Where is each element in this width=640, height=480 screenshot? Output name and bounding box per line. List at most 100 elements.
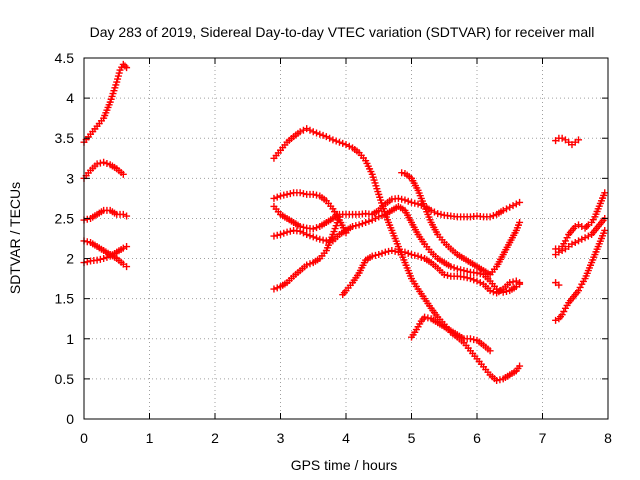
data-point <box>394 194 402 202</box>
data-point <box>401 248 409 256</box>
data-point <box>460 267 468 275</box>
data-point <box>316 130 324 138</box>
data-point <box>560 308 568 316</box>
data-point <box>516 198 524 206</box>
data-point <box>509 202 517 210</box>
data-point <box>303 125 311 133</box>
data-point <box>277 192 284 200</box>
data-point <box>444 271 452 279</box>
data-point <box>575 221 583 229</box>
data-point <box>378 249 386 257</box>
data-point <box>509 278 517 286</box>
data-point <box>273 231 281 239</box>
x-tick-label: 2 <box>211 430 219 446</box>
data-point <box>365 217 373 225</box>
data-point <box>83 215 91 223</box>
data-point <box>123 212 131 220</box>
data-point <box>270 232 278 240</box>
series-track-r <box>552 279 563 289</box>
data-point <box>434 210 442 218</box>
x-axis-label: GPS time / hours <box>291 457 398 473</box>
data-point <box>270 285 278 293</box>
series-track-d <box>80 237 131 271</box>
data-point <box>119 210 127 218</box>
data-point <box>100 158 108 166</box>
data-point <box>96 159 104 167</box>
series-track-q <box>552 226 609 324</box>
series-track-e <box>80 243 131 267</box>
data-point <box>496 376 504 384</box>
data-point <box>558 247 566 255</box>
data-point <box>339 139 347 147</box>
data-point <box>303 230 311 238</box>
data-point <box>371 214 379 222</box>
data-point <box>408 251 415 259</box>
x-tick-label: 8 <box>604 430 612 446</box>
data-point <box>123 263 131 271</box>
data-point <box>319 236 327 244</box>
data-point <box>299 229 307 237</box>
data-point <box>309 128 317 136</box>
data-point <box>352 222 360 230</box>
data-point <box>424 314 432 322</box>
data-point <box>270 194 278 202</box>
data-point <box>362 218 370 226</box>
data-point <box>411 199 419 207</box>
data-point <box>299 190 307 198</box>
data-point <box>408 198 415 206</box>
y-tick-label: 4 <box>66 90 74 106</box>
data-point <box>375 213 383 221</box>
data-point <box>280 229 288 237</box>
data-point <box>571 239 579 247</box>
series-track-p <box>552 214 609 259</box>
series-track-g <box>270 189 350 237</box>
data-point <box>516 218 524 226</box>
data-point <box>486 213 494 221</box>
y-tick-label: 1 <box>66 331 74 347</box>
data-point <box>417 253 425 261</box>
x-tick-label: 3 <box>277 430 285 446</box>
data-point <box>332 137 340 145</box>
data-point <box>427 206 435 214</box>
y-axis-label: SDTVAR / TECUs <box>7 182 23 294</box>
series-track-m <box>408 313 494 355</box>
data-point <box>313 234 321 242</box>
grid-lines <box>84 58 608 419</box>
series-track-c <box>80 206 131 224</box>
data-point <box>404 197 412 205</box>
y-tick-label: 4.5 <box>55 50 75 66</box>
data-point <box>578 235 586 243</box>
data-point <box>283 190 291 198</box>
data-point <box>512 277 520 285</box>
series-track-h <box>270 194 524 233</box>
x-tick-label: 5 <box>408 430 416 446</box>
data-point <box>460 273 468 281</box>
x-axis-ticks: 0 1 2 3 4 5 6 7 8 <box>80 58 612 446</box>
data-point <box>358 220 366 228</box>
data-point <box>299 126 307 134</box>
data-point <box>306 232 314 240</box>
data-point <box>378 212 386 220</box>
data-point <box>568 240 576 248</box>
series-track-i <box>270 202 524 296</box>
data-point <box>309 190 317 198</box>
data-point <box>555 281 563 289</box>
data-point <box>313 191 321 199</box>
data-point <box>123 243 131 251</box>
y-tick-label: 2.5 <box>55 210 75 226</box>
data-point <box>286 227 294 235</box>
data-point <box>322 133 330 141</box>
data-point <box>401 196 409 204</box>
data-point <box>473 269 481 277</box>
data-point <box>313 224 321 232</box>
data-point <box>450 264 458 272</box>
series-track-a <box>80 60 131 146</box>
series-track-n <box>552 134 583 149</box>
data-point <box>375 251 383 259</box>
data-point <box>404 249 412 257</box>
data-point <box>335 213 343 221</box>
data-point <box>83 238 91 246</box>
x-tick-label: 6 <box>473 430 481 446</box>
series-track-l <box>398 169 524 279</box>
